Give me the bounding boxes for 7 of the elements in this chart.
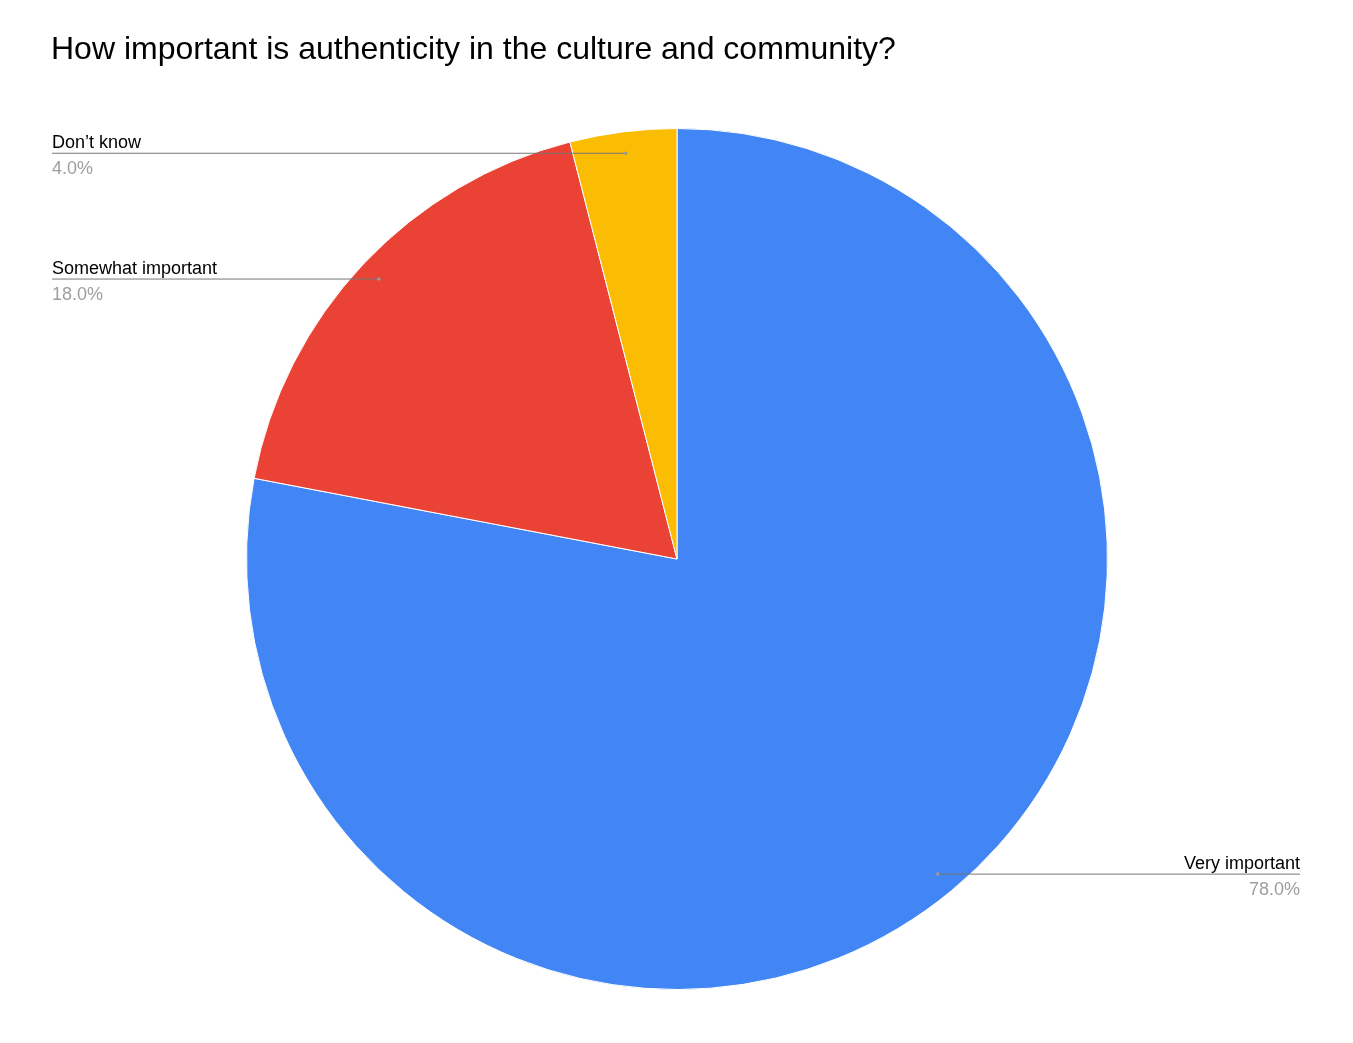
- slice-label: Very important: [1183, 853, 1300, 874]
- chart-title: How important is authenticity in the culture and community?: [51, 30, 896, 67]
- data-label: 4.0%: [52, 158, 94, 179]
- slice-label: Don’t know: [52, 132, 143, 153]
- data-label: 18.0%: [52, 284, 104, 305]
- slice-label: Somewhat important: [52, 258, 218, 279]
- data-label: 78.0%: [1248, 879, 1300, 900]
